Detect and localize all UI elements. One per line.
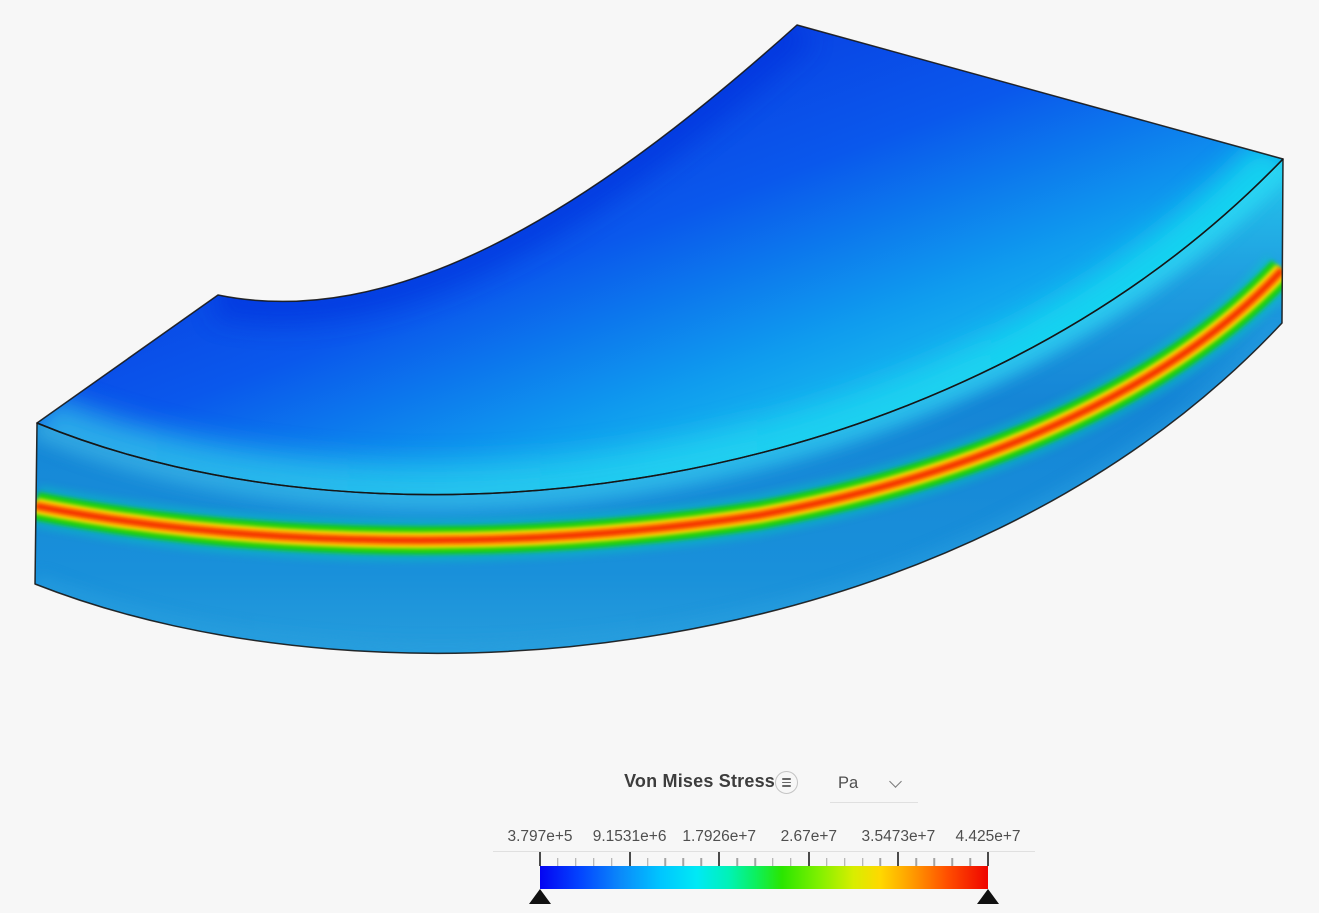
minor-tick bbox=[790, 858, 792, 866]
stress-band-red-core bbox=[35, 268, 1283, 543]
minor-tick bbox=[736, 858, 738, 866]
model-canvas[interactable] bbox=[0, 0, 1319, 700]
major-tick bbox=[718, 852, 721, 866]
unit-value: Pa bbox=[838, 774, 859, 792]
minor-tick bbox=[682, 858, 685, 866]
minor-tick bbox=[879, 858, 882, 866]
minor-tick bbox=[700, 858, 703, 866]
minor-tick bbox=[575, 858, 577, 866]
minor-tick bbox=[951, 858, 953, 866]
major-tick bbox=[987, 852, 989, 866]
scale-label-min[interactable]: 3.797e+5 bbox=[493, 828, 587, 852]
scale-label-5[interactable]: 3.5473e+7 bbox=[851, 828, 946, 852]
legend-header: Von Mises Stress Pa bbox=[492, 765, 1036, 807]
results-legend: Von Mises Stress Pa 3.797e+5 9.1531e+6 1… bbox=[492, 765, 1036, 913]
minor-tick bbox=[593, 858, 595, 866]
color-scale: 3.797e+5 9.1531e+6 1.7926e+7 2.67e+7 3.5… bbox=[492, 765, 1036, 913]
major-tick bbox=[539, 852, 541, 866]
minor-tick bbox=[825, 858, 828, 866]
legend-menu-button[interactable] bbox=[775, 771, 798, 794]
minor-tick bbox=[861, 858, 864, 866]
minor-tick bbox=[664, 858, 667, 866]
tick-row bbox=[539, 852, 989, 866]
scale-label-4[interactable]: 2.67e+7 bbox=[761, 828, 856, 852]
legend-title: Von Mises Stress bbox=[624, 771, 775, 791]
scale-label-2[interactable]: 9.1531e+6 bbox=[582, 828, 677, 852]
minor-tick bbox=[772, 858, 774, 866]
scale-label-3[interactable]: 1.7926e+7 bbox=[672, 828, 767, 852]
front-face-outline bbox=[34, 158, 1284, 654]
hamburger-icon bbox=[782, 778, 791, 787]
major-tick bbox=[807, 852, 810, 866]
minor-tick bbox=[610, 858, 613, 866]
minor-tick bbox=[843, 858, 846, 866]
scale-min-marker[interactable] bbox=[529, 889, 551, 904]
unit-dropdown[interactable]: Pa bbox=[830, 767, 918, 803]
minor-tick bbox=[915, 858, 918, 866]
minor-tick bbox=[969, 858, 971, 866]
colorbar bbox=[540, 866, 988, 889]
minor-tick bbox=[557, 858, 559, 866]
scale-labels-row: 3.797e+5 9.1531e+6 1.7926e+7 2.67e+7 3.5… bbox=[493, 828, 1035, 853]
scale-max-marker[interactable] bbox=[977, 889, 999, 904]
minor-tick bbox=[754, 858, 756, 866]
minor-tick bbox=[933, 858, 935, 866]
scale-label-max[interactable]: 4.425e+7 bbox=[941, 828, 1035, 852]
major-tick bbox=[897, 852, 900, 866]
model-viewport[interactable] bbox=[0, 0, 1319, 700]
minor-tick bbox=[646, 858, 649, 866]
major-tick bbox=[628, 852, 631, 866]
